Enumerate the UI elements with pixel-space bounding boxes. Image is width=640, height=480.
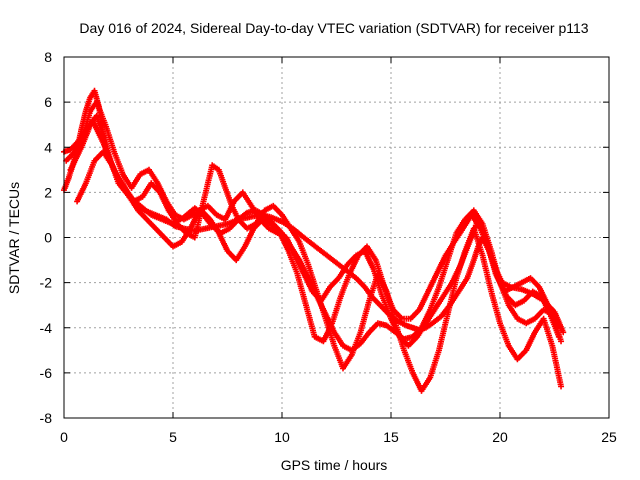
y-tick-label: -6: [40, 365, 53, 381]
grid-lines: [64, 57, 609, 418]
x-tick-label: 25: [601, 429, 617, 445]
chart-title: Day 016 of 2024, Sidereal Day-to-day VTE…: [79, 20, 588, 36]
series-track-e: [74, 148, 560, 349]
x-tick-label: 5: [169, 429, 177, 445]
y-tick-label: -2: [40, 275, 53, 291]
data-points: [61, 87, 567, 394]
y-tick-label: 8: [44, 49, 52, 65]
axis-ticks: [63, 56, 610, 419]
x-axis-label: GPS time / hours: [281, 457, 388, 473]
x-tick-labels: 0 5 10 15 20 25: [60, 429, 617, 445]
y-tick-label: 4: [44, 139, 52, 155]
y-tick-label: 2: [44, 184, 52, 200]
x-tick-label: 10: [274, 429, 290, 445]
y-tick-label: -8: [40, 410, 53, 426]
y-axis-label: SDTVAR / TECUs: [6, 182, 22, 294]
y-tick-label: 6: [44, 94, 52, 110]
x-tick-label: 0: [60, 429, 68, 445]
x-tick-label: 15: [383, 429, 399, 445]
series-markers-track-e: [74, 148, 560, 349]
y-tick-label: -4: [40, 320, 53, 336]
x-tick-label: 20: [492, 429, 508, 445]
y-tick-label: 0: [44, 230, 52, 246]
y-tick-labels: -8 -6 -4 -2 0 2 4 6 8: [40, 49, 53, 426]
